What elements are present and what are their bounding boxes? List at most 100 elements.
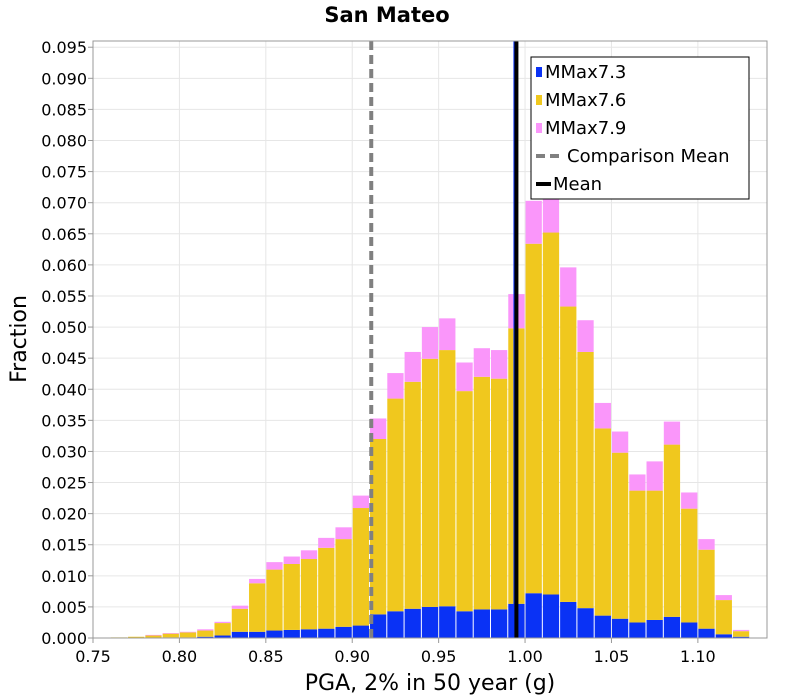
bar-mmax7-6 (525, 243, 542, 594)
bar-mmax7-3 (698, 628, 715, 638)
x-axis-label: PGA, 2% in 50 year (g) (305, 671, 556, 696)
bar-mmax7-6 (490, 378, 508, 610)
bar-mmax7-9 (266, 562, 283, 570)
bar-mmax7-9 (629, 474, 646, 491)
legend: MMax7.3 MMax7.6 MMax7.9 Comparison Mean Mean (530, 56, 750, 200)
x-tick-label: 0.75 (75, 647, 111, 666)
bar-mmax7-9 (490, 350, 508, 379)
y-tick-label: 0.005 (41, 598, 87, 617)
bar-mmax7-9 (473, 348, 490, 377)
bar-mmax7-9 (249, 578, 266, 584)
y-tick-label: 0.035 (41, 411, 87, 430)
plot-area (92, 40, 768, 639)
x-tick-label: 0.95 (421, 647, 457, 666)
y-tick-label: 0.055 (41, 287, 87, 306)
bar-mmax7-6 (214, 623, 231, 636)
bar-mmax7-6 (439, 350, 456, 607)
x-tick-label: 1.05 (594, 647, 630, 666)
bar-mmax7-9 (162, 633, 179, 634)
legend-swatch (536, 67, 542, 77)
bar-mmax7-6 (542, 232, 560, 595)
y-tick-label: 0.090 (41, 69, 87, 88)
bar-mmax7-3 (525, 593, 542, 638)
legend-label: MMax7.6 (545, 90, 626, 111)
y-tick-label: 0.020 (41, 505, 87, 524)
bar-mmax7-6 (231, 608, 249, 632)
x-tick-label: 0.90 (334, 647, 370, 666)
bar-mmax7-6 (404, 381, 421, 609)
bar-mmax7-9 (698, 539, 715, 550)
bar-mmax7-3 (473, 609, 490, 638)
bars (110, 186, 750, 638)
bar-mmax7-3 (560, 601, 577, 638)
legend-label: MMax7.9 (545, 118, 626, 139)
bar-mmax7-9 (283, 556, 300, 564)
bar-mmax7-3 (456, 611, 473, 638)
x-tick-label: 0.80 (162, 647, 198, 666)
bar-mmax7-6 (145, 635, 162, 638)
legend-swatch (536, 123, 542, 133)
bar-mmax7-9 (439, 318, 456, 351)
bar-mmax7-6 (698, 549, 715, 629)
bar-mmax7-3 (318, 628, 335, 638)
bar-mmax7-3 (404, 608, 421, 638)
bar-mmax7-9 (370, 418, 387, 439)
legend-label: MMax7.3 (545, 62, 626, 83)
bar-mmax7-6 (681, 508, 698, 623)
bar-mmax7-9 (387, 373, 404, 399)
bar-mmax7-9 (525, 200, 542, 244)
bar-mmax7-9 (318, 537, 335, 548)
bar-mmax7-3 (732, 636, 750, 638)
legend-box (530, 56, 750, 200)
bar-mmax7-9 (214, 621, 231, 624)
bar-mmax7-3 (352, 625, 370, 638)
bar-mmax7-3 (197, 636, 214, 638)
bar-mmax7-6 (663, 444, 681, 617)
bar-mmax7-6 (732, 631, 750, 637)
bar-mmax7-6 (577, 351, 594, 609)
bar-mmax7-6 (266, 569, 283, 631)
bar-mmax7-6 (300, 559, 318, 630)
y-tick-label: 0.010 (41, 567, 87, 586)
chart-title: San Mateo (324, 3, 449, 27)
bar-mmax7-6 (421, 358, 439, 607)
bar-mmax7-6 (456, 391, 473, 612)
bar-mmax7-9 (456, 362, 473, 392)
bar-mmax7-3 (663, 616, 681, 638)
y-tick-label: 0.000 (41, 629, 87, 648)
bar-mmax7-6 (128, 636, 145, 638)
y-tick-label: 0.080 (41, 132, 87, 151)
bar-mmax7-6 (283, 563, 300, 630)
bar-mmax7-9 (594, 402, 611, 429)
bar-mmax7-6 (335, 539, 352, 627)
bar-mmax7-6 (370, 439, 387, 615)
bar-mmax7-6 (162, 633, 179, 638)
bar-mmax7-9 (352, 495, 370, 509)
bar-mmax7-3 (611, 618, 629, 638)
y-tick-label: 0.085 (41, 100, 87, 119)
bar-mmax7-3 (370, 614, 387, 638)
bar-mmax7-6 (594, 428, 611, 616)
bar-mmax7-3 (542, 594, 560, 638)
bar-mmax7-6 (179, 632, 197, 638)
bar-mmax7-9 (715, 595, 732, 601)
bar-mmax7-6 (197, 630, 214, 637)
y-tick-label: 0.060 (41, 256, 87, 275)
bar-mmax7-3 (283, 629, 300, 638)
y-tick-label: 0.065 (41, 225, 87, 244)
x-tick-label: 1.00 (507, 647, 543, 666)
bar-mmax7-9 (560, 267, 577, 307)
bar-mmax7-3 (387, 611, 404, 638)
bar-mmax7-3 (681, 622, 698, 638)
bar-mmax7-9 (404, 351, 421, 382)
y-tick-label: 0.045 (41, 349, 87, 368)
bar-mmax7-3 (439, 606, 456, 638)
bar-mmax7-9 (732, 629, 750, 632)
x-tick-label: 1.10 (680, 647, 716, 666)
bar-mmax7-9 (231, 605, 249, 609)
y-axis-label: Fraction (7, 295, 32, 383)
x-tick-label: 0.85 (248, 647, 284, 666)
bar-mmax7-3 (231, 631, 249, 638)
y-tick-label: 0.050 (41, 318, 87, 337)
